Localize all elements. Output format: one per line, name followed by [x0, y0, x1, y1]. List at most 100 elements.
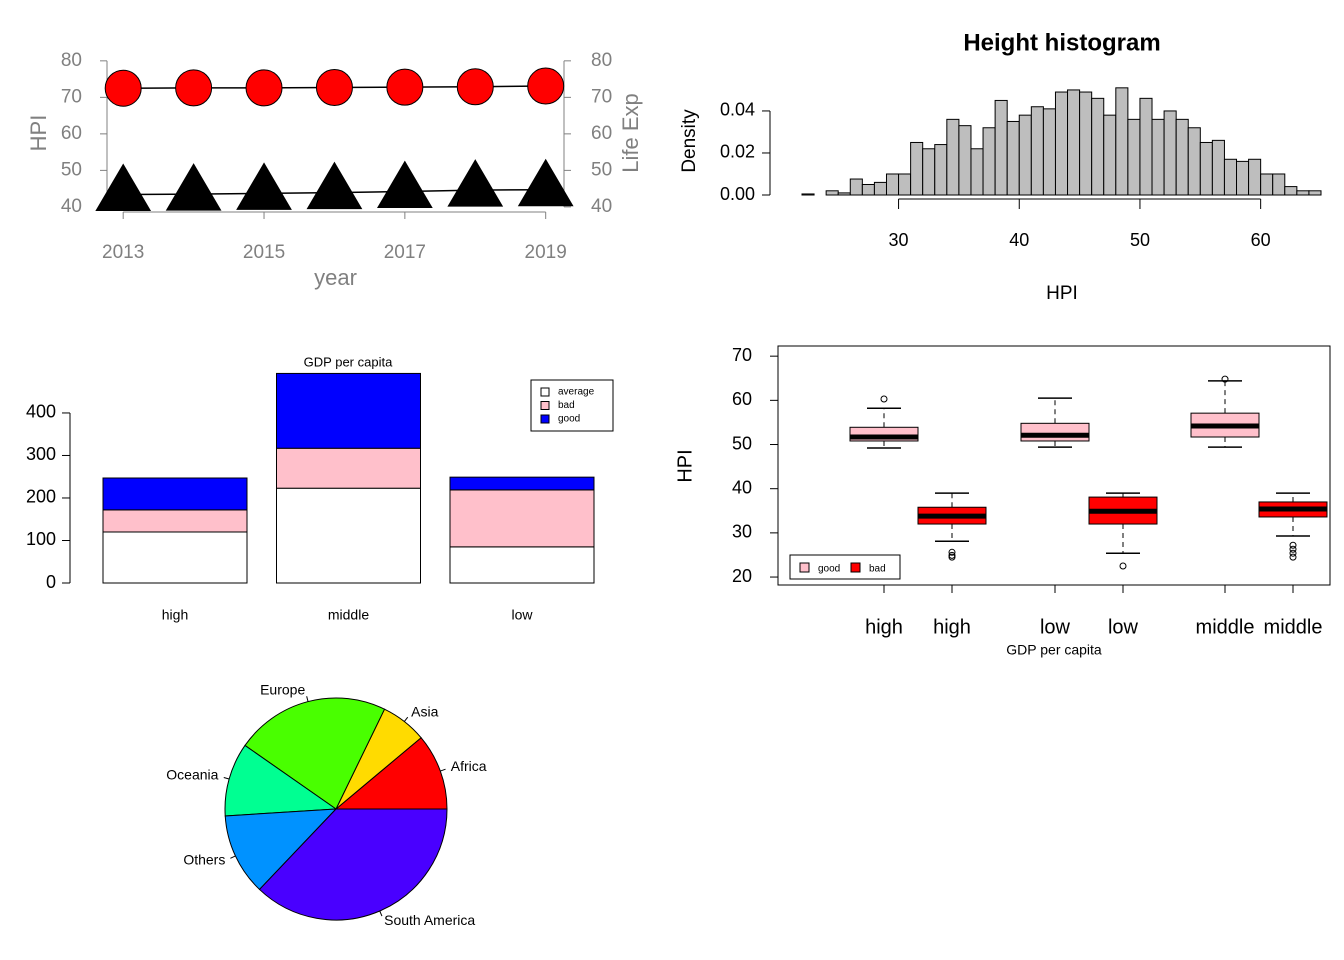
- bar-segment: [276, 372, 421, 449]
- x-tick-label: high: [933, 616, 971, 638]
- histogram-bar: [1163, 110, 1177, 196]
- legend: good bad: [789, 554, 901, 580]
- chart-title: Height histogram: [963, 29, 1160, 56]
- x-tick-label: low: [1040, 616, 1071, 638]
- histogram-bar: [1030, 106, 1044, 196]
- legend-swatch: [799, 562, 810, 573]
- y-tick-label: 60: [591, 123, 612, 144]
- y-tick-label: 60: [732, 389, 752, 409]
- histogram-bar: [922, 148, 936, 196]
- box-chart: high high low low middle middle 20 30 40 50 60 70 GD…: [674, 345, 1331, 658]
- triangle-marker: [165, 163, 222, 211]
- outlier: [948, 548, 956, 556]
- histogram-bar: [1018, 114, 1032, 196]
- histogram-bar: [873, 181, 887, 196]
- circle-marker: [386, 68, 424, 106]
- legend-label: average: [558, 387, 595, 398]
- histogram-bar: [970, 148, 984, 196]
- histogram-bar: [1211, 139, 1225, 196]
- y-tick-label: 60: [61, 123, 82, 144]
- x-tick-label: 30: [889, 230, 909, 250]
- y-tick-label: 200: [26, 487, 56, 507]
- x-tick-label: middle: [328, 607, 369, 623]
- slice-label: Africa: [451, 758, 487, 774]
- y-axis-label: HPI: [26, 115, 51, 152]
- histogram-bar: [1042, 108, 1056, 196]
- triangle-marker: [447, 159, 504, 207]
- x-tick-label: 60: [1251, 230, 1271, 250]
- outlier: [1289, 545, 1297, 553]
- outlier: [880, 395, 888, 403]
- histogram-bar: [849, 178, 863, 196]
- x-tick-label: 2015: [243, 242, 285, 263]
- y-tick-label: 40: [61, 196, 82, 217]
- histogram-bar: [1175, 118, 1189, 196]
- bar-segment: [102, 477, 248, 511]
- label-tick: [223, 777, 230, 780]
- circle-marker: [315, 68, 353, 106]
- y-tick-label: 40: [732, 477, 752, 497]
- bar-segment: [276, 447, 421, 489]
- y-tick-label: 0.02: [720, 142, 755, 162]
- histogram-bar: [1139, 97, 1153, 196]
- legend-swatch: [540, 387, 550, 397]
- histogram-bar: [1151, 118, 1165, 196]
- x-tick-label: 2019: [525, 242, 567, 263]
- label-tick: [403, 716, 409, 722]
- triangle-marker: [376, 160, 433, 209]
- histogram-bar: [934, 144, 948, 196]
- circle-marker: [527, 67, 565, 105]
- histogram-bar: [1067, 89, 1081, 196]
- legend-label: bad: [558, 400, 575, 411]
- histogram-bar: [1260, 173, 1274, 196]
- slice-label: Asia: [411, 703, 438, 719]
- histogram-bar: [1006, 120, 1020, 196]
- y-tick-label: 0.04: [720, 100, 755, 120]
- histogram-bar: [885, 173, 900, 196]
- histogram-bar: [1236, 160, 1250, 196]
- slice-label: South America: [384, 912, 475, 928]
- bar-chart: high middle low 0 100 200 300 400 GDP per capita…: [26, 354, 614, 623]
- outlier: [1119, 562, 1127, 570]
- histogram-bar: [861, 183, 875, 196]
- y-tick-label: 80: [61, 50, 82, 71]
- legend-swatch: [850, 562, 861, 573]
- label-tick: [440, 768, 446, 772]
- x-tick-label: middle: [1196, 616, 1255, 638]
- legend-label: good: [818, 564, 840, 575]
- y-tick-label: 40: [591, 196, 612, 217]
- outlier: [1289, 549, 1297, 557]
- x-axis-label: GDP per capita: [1006, 642, 1102, 658]
- chart-title: GDP per capita: [304, 354, 393, 369]
- bar-segment: [102, 531, 248, 584]
- label-tick: [306, 696, 309, 702]
- y2-axis-label: Life Exp: [618, 93, 643, 173]
- outlier: [1289, 553, 1297, 561]
- histogram-bar: [1248, 158, 1262, 196]
- y-tick-label: 0.00: [720, 184, 755, 204]
- y-tick-label: 50: [61, 159, 82, 180]
- circle-marker: [245, 69, 283, 107]
- x-tick-label: 40: [1009, 230, 1029, 250]
- x-tick-label: low: [1108, 616, 1139, 638]
- outlier: [1221, 375, 1229, 383]
- legend-label: good: [558, 414, 580, 425]
- histogram-bar: [1115, 87, 1129, 196]
- bar-segment: [449, 546, 595, 584]
- legend-swatch: [540, 414, 550, 424]
- triangle-marker: [236, 162, 292, 210]
- bar-segment: [276, 487, 421, 584]
- y-axis-label: Density: [679, 109, 700, 173]
- x-tick-label: high: [162, 607, 188, 623]
- box: [1020, 422, 1090, 442]
- histogram-bar: [958, 125, 972, 196]
- bar-segment: [102, 509, 248, 533]
- slice-label: Others: [183, 851, 225, 867]
- histogram-bar: [1272, 173, 1286, 196]
- histogram-bar: [1127, 118, 1141, 196]
- x-tick-label: 2013: [102, 242, 144, 263]
- histogram-bar: [994, 99, 1008, 196]
- histogram-bar: [1054, 91, 1069, 196]
- histogram-bar: [1199, 141, 1213, 196]
